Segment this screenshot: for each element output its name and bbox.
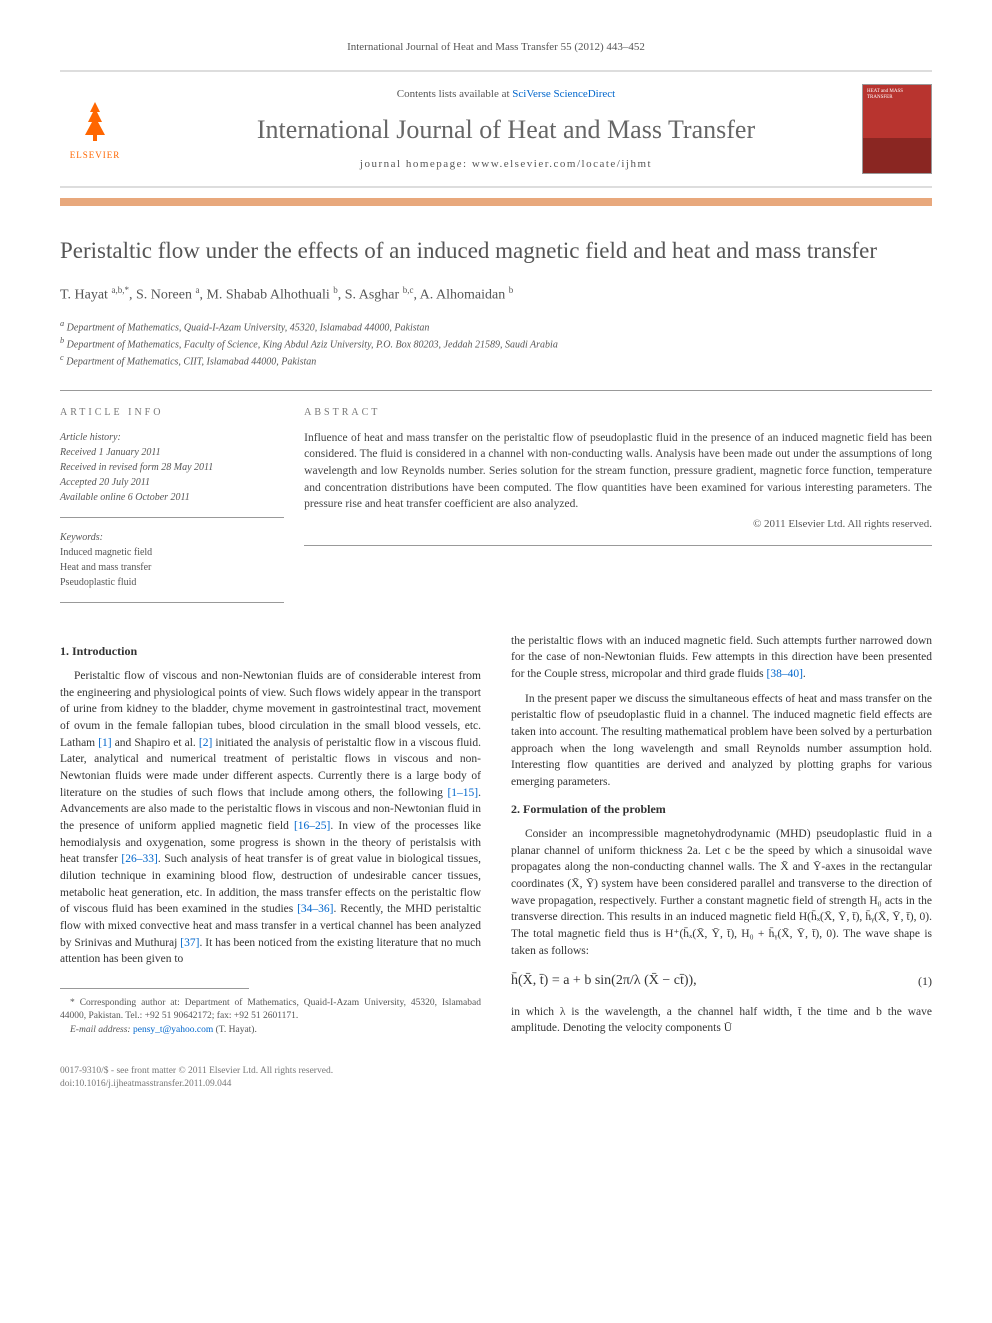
copyright-line: © 2011 Elsevier Ltd. All rights reserved…: [304, 517, 932, 533]
elsevier-logo: ELSEVIER: [60, 92, 130, 167]
journal-center: Contents lists available at SciVerse Sci…: [150, 87, 862, 172]
abstract-body: Influence of heat and mass transfer on t…: [304, 432, 932, 511]
ref-link[interactable]: [1]: [98, 737, 111, 749]
equation-1-row: h̄(X̄, t̄) = a + b sin(2π/λ (X̄ − ct̄)),…: [511, 971, 932, 991]
doi-line: doi:10.1016/j.ijheatmasstransfer.2011.09…: [60, 1078, 333, 1091]
elsevier-tree-icon: [70, 97, 120, 147]
left-column: 1. Introduction Peristaltic flow of visc…: [60, 633, 481, 1045]
orange-divider: [60, 198, 932, 206]
history-item: Received in revised form 28 May 2011: [60, 460, 284, 475]
intro-continuation: the peristaltic flows with an induced ma…: [511, 633, 932, 683]
abstract-column: ABSTRACT Influence of heat and mass tran…: [304, 406, 932, 603]
footnote-separator: [60, 988, 249, 997]
history-label: Article history:: [60, 430, 284, 445]
keywords-block: Keywords: Induced magnetic field Heat an…: [60, 530, 284, 603]
corresponding-footnote: * Corresponding author at: Department of…: [60, 997, 481, 1024]
intro-p2: In the present paper we discuss the simu…: [511, 691, 932, 791]
contents-line: Contents lists available at SciVerse Sci…: [150, 87, 862, 102]
ref-link[interactable]: [2]: [199, 737, 212, 749]
sciencedirect-link[interactable]: SciVerse ScienceDirect: [512, 88, 615, 100]
right-column: the peristaltic flows with an induced ma…: [511, 633, 932, 1045]
affiliations: a Department of Mathematics, Quaid-I-Aza…: [60, 318, 932, 370]
ref-link[interactable]: [26–33]: [121, 853, 157, 865]
article-info-heading: ARTICLE INFO: [60, 406, 284, 420]
ref-link[interactable]: [34–36]: [297, 903, 333, 915]
email-link[interactable]: pensy_t@yahoo.com: [133, 1025, 213, 1035]
intro-paragraph: Peristaltic flow of viscous and non-Newt…: [60, 668, 481, 968]
body-columns: 1. Introduction Peristaltic flow of visc…: [60, 633, 932, 1045]
citation-header: International Journal of Heat and Mass T…: [60, 40, 932, 55]
ref-link[interactable]: [1–15]: [447, 787, 478, 799]
info-section: ARTICLE INFO Article history: Received 1…: [60, 390, 932, 603]
history-item: Accepted 20 July 2011: [60, 475, 284, 490]
front-matter-line: 0017-9310/$ - see front matter © 2011 El…: [60, 1065, 333, 1078]
keyword: Heat and mass transfer: [60, 560, 284, 575]
article-title: Peristaltic flow under the effects of an…: [60, 236, 932, 266]
history-item: Received 1 January 2011: [60, 445, 284, 460]
article-history: Article history: Received 1 January 2011…: [60, 430, 284, 518]
email-footnote: E-mail address: pensy_t@yahoo.com (T. Ha…: [60, 1024, 481, 1037]
history-item: Available online 6 October 2011: [60, 490, 284, 505]
email-label: E-mail address:: [70, 1025, 133, 1035]
abstract-text: Influence of heat and mass transfer on t…: [304, 430, 932, 546]
contents-prefix: Contents lists available at: [397, 88, 512, 100]
equation-1: h̄(X̄, t̄) = a + b sin(2π/λ (X̄ − ct̄)),: [511, 971, 918, 991]
formulation-p1: Consider an incompressible magnetohydrod…: [511, 826, 932, 959]
authors-line: T. Hayat a,b,*, S. Noreen a, M. Shabab A…: [60, 284, 932, 305]
ref-link[interactable]: [38–40]: [767, 668, 803, 680]
bottom-left: 0017-9310/$ - see front matter © 2011 El…: [60, 1065, 333, 1092]
keyword: Induced magnetic field: [60, 545, 284, 560]
abstract-heading: ABSTRACT: [304, 406, 932, 420]
keywords-label: Keywords:: [60, 530, 284, 545]
email-suffix: (T. Hayat).: [213, 1025, 257, 1035]
intro-heading: 1. Introduction: [60, 643, 481, 660]
ref-link[interactable]: [16–25]: [294, 820, 330, 832]
elsevier-label: ELSEVIER: [70, 149, 121, 162]
journal-header-box: ELSEVIER Contents lists available at Sci…: [60, 70, 932, 188]
keyword: Pseudoplastic fluid: [60, 575, 284, 590]
cover-thumb-text: HEAT and MASS TRANSFER: [867, 89, 927, 100]
ref-link[interactable]: [37]: [180, 937, 199, 949]
bottom-bar: 0017-9310/$ - see front matter © 2011 El…: [60, 1065, 932, 1092]
journal-name: International Journal of Heat and Mass T…: [150, 112, 862, 148]
journal-cover-thumb: HEAT and MASS TRANSFER: [862, 84, 932, 174]
formulation-heading: 2. Formulation of the problem: [511, 801, 932, 818]
article-info-column: ARTICLE INFO Article history: Received 1…: [60, 406, 304, 603]
formulation-p2: in which λ is the wavelength, a the chan…: [511, 1004, 932, 1037]
homepage-line: journal homepage: www.elsevier.com/locat…: [150, 157, 862, 172]
equation-1-number: (1): [918, 973, 932, 990]
